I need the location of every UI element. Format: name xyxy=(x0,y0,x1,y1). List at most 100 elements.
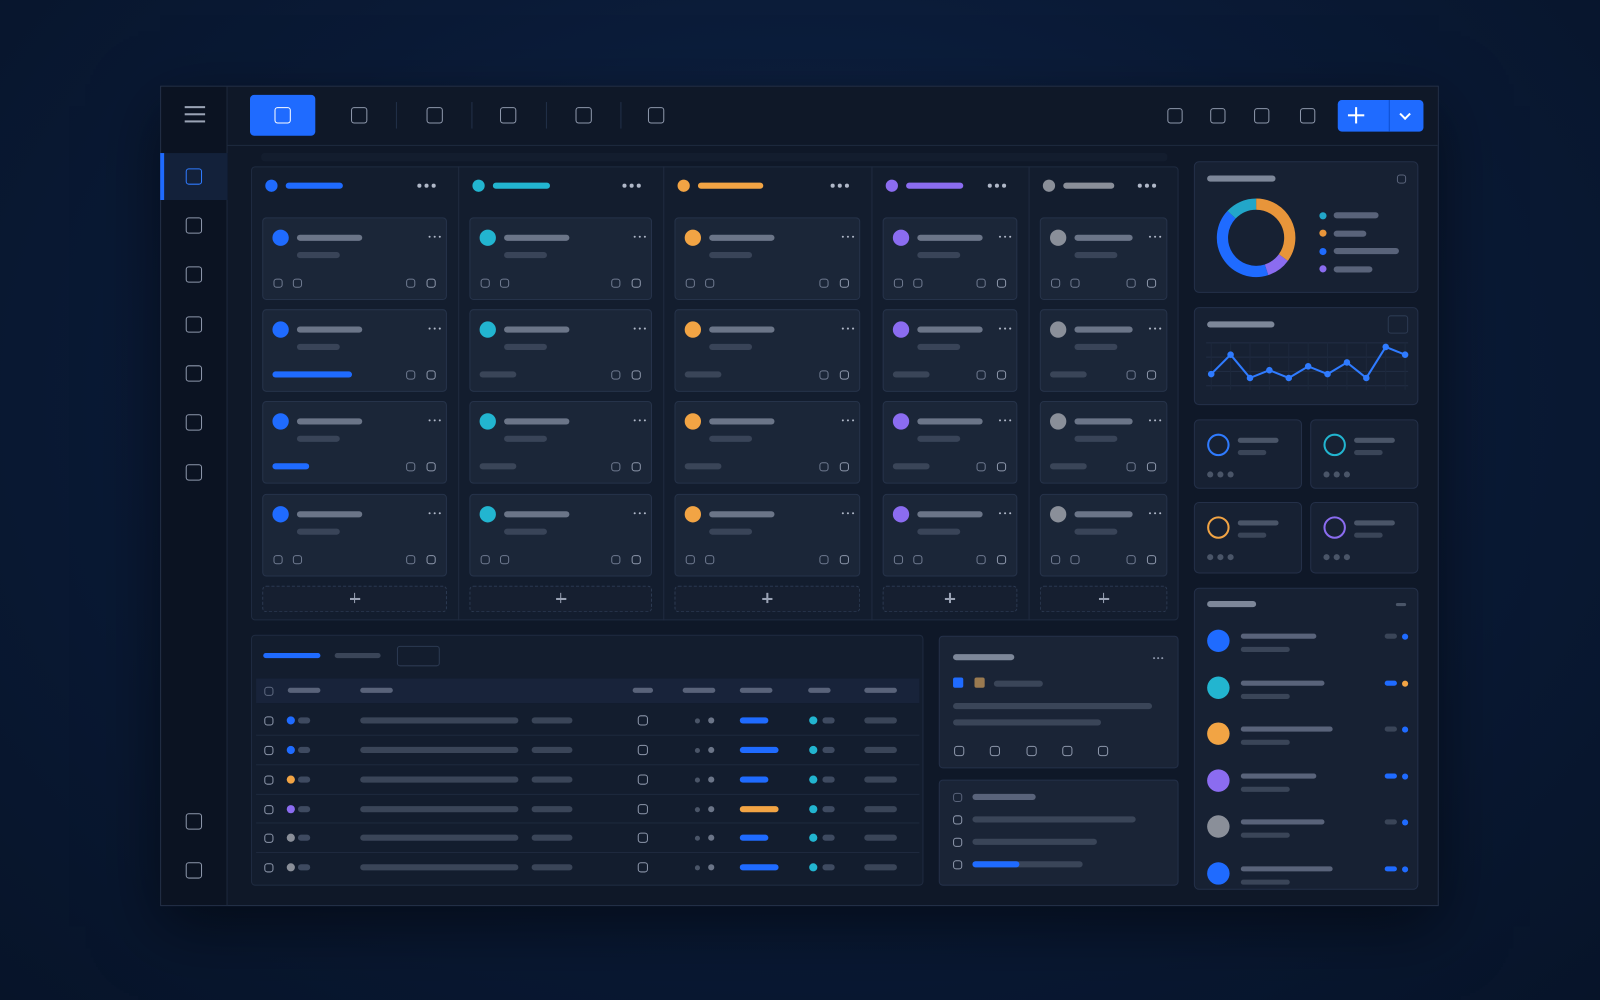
icon xyxy=(996,278,1006,288)
task-card[interactable] xyxy=(262,217,447,300)
placeholder-bar xyxy=(1074,343,1118,350)
dot xyxy=(708,864,715,871)
icon[interactable] xyxy=(1166,107,1183,123)
dot xyxy=(1049,506,1067,523)
icon[interactable] xyxy=(1299,107,1315,123)
dot xyxy=(694,864,700,870)
icon xyxy=(1146,461,1156,471)
icon[interactable] xyxy=(185,813,203,830)
icon[interactable] xyxy=(647,107,665,124)
icon[interactable] xyxy=(185,266,203,283)
task-card[interactable] xyxy=(469,401,653,484)
icon[interactable] xyxy=(263,833,273,843)
stat-icon xyxy=(1207,516,1230,539)
placeholder-bar xyxy=(1240,786,1290,792)
placeholder-bar xyxy=(864,746,897,754)
icon[interactable] xyxy=(185,365,203,382)
icon[interactable] xyxy=(263,862,273,872)
placeholder-bar xyxy=(1049,371,1087,378)
dot xyxy=(892,229,910,246)
filter-button[interactable] xyxy=(396,645,440,667)
icon[interactable] xyxy=(1097,745,1109,757)
icon[interactable] xyxy=(952,792,962,802)
placeholder-bar xyxy=(917,234,983,241)
task-card[interactable] xyxy=(262,493,447,577)
icon[interactable] xyxy=(499,107,517,124)
trend-point xyxy=(1343,359,1351,366)
icon[interactable] xyxy=(185,316,203,333)
icon[interactable] xyxy=(989,745,1000,757)
icon[interactable] xyxy=(1026,745,1037,757)
task-card[interactable] xyxy=(469,493,653,577)
column-divider xyxy=(1028,166,1030,621)
icon[interactable] xyxy=(263,715,273,725)
task-card[interactable] xyxy=(674,309,861,392)
task-card[interactable] xyxy=(674,401,861,484)
icon[interactable] xyxy=(185,414,203,431)
dot xyxy=(892,413,910,430)
icon[interactable] xyxy=(351,107,368,124)
placeholder-bar xyxy=(1384,819,1397,825)
icon[interactable] xyxy=(954,745,965,757)
dot xyxy=(1158,418,1162,422)
icon[interactable] xyxy=(952,814,962,824)
placeholder-bar xyxy=(504,234,570,241)
dot xyxy=(694,777,700,783)
icon[interactable] xyxy=(952,859,962,869)
icon[interactable] xyxy=(1062,745,1073,757)
dot xyxy=(1158,327,1162,330)
dot xyxy=(987,183,992,188)
placeholder-bar xyxy=(864,687,897,693)
dot xyxy=(633,511,637,515)
dropdown[interactable] xyxy=(1387,315,1409,334)
icon[interactable] xyxy=(575,107,592,124)
placeholder-bar xyxy=(822,717,835,724)
dot xyxy=(286,833,295,842)
placeholder-bar xyxy=(1063,182,1115,189)
dot xyxy=(684,229,702,246)
icon[interactable] xyxy=(185,464,203,481)
tab-active[interactable] xyxy=(249,94,316,136)
icon[interactable] xyxy=(263,804,273,814)
task-card[interactable] xyxy=(469,217,653,300)
placeholder-bar xyxy=(272,371,353,378)
add-card[interactable] xyxy=(882,585,1018,613)
donut-segment xyxy=(1255,198,1296,261)
dot xyxy=(633,327,637,330)
icon[interactable] xyxy=(1209,107,1225,123)
icon[interactable] xyxy=(185,168,203,185)
icon[interactable] xyxy=(185,217,203,234)
dot xyxy=(1333,554,1340,561)
task-card[interactable] xyxy=(469,309,653,392)
placeholder-bar xyxy=(296,435,340,442)
placeholder-bar xyxy=(697,182,764,189)
dot xyxy=(1008,327,1012,330)
dot xyxy=(479,321,496,338)
icon[interactable] xyxy=(263,745,273,755)
icon[interactable] xyxy=(952,837,962,847)
task-card[interactable] xyxy=(674,493,861,577)
placeholder-bar xyxy=(906,182,964,189)
icon[interactable] xyxy=(426,107,443,124)
scrollbar xyxy=(261,153,1168,162)
icon xyxy=(704,278,714,288)
placeholder-bar xyxy=(1240,879,1290,885)
placeholder-bar xyxy=(479,463,517,470)
icon[interactable] xyxy=(1253,107,1269,123)
icon xyxy=(631,369,641,380)
placeholder-bar xyxy=(1240,726,1333,732)
menu-button[interactable] xyxy=(184,106,206,123)
task-card[interactable] xyxy=(262,401,447,484)
placeholder-bar xyxy=(1207,175,1276,182)
task-card[interactable] xyxy=(262,309,447,392)
dot xyxy=(885,179,898,192)
task-card[interactable] xyxy=(674,217,861,300)
placeholder-bar xyxy=(1333,212,1379,219)
dot xyxy=(633,235,637,239)
icon xyxy=(893,278,903,288)
dot xyxy=(1207,769,1230,792)
dot xyxy=(694,806,700,812)
placeholder-bar xyxy=(1354,520,1395,526)
icon[interactable] xyxy=(263,774,273,785)
icon[interactable] xyxy=(185,862,203,879)
